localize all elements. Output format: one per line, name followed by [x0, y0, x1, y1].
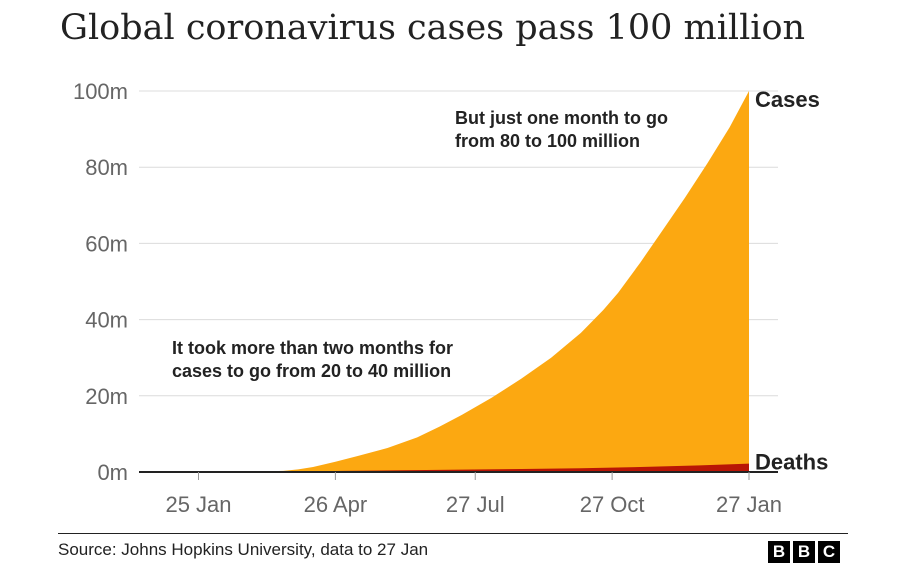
x-tick-label: 27 Jan: [716, 492, 782, 517]
bbc-logo-letter: B: [793, 541, 815, 563]
y-tick-label: 80m: [85, 155, 128, 180]
series-areas: [139, 91, 749, 472]
bbc-logo-letter: C: [818, 541, 840, 563]
y-tick-label: 40m: [85, 308, 128, 333]
y-tick-label: 0m: [97, 460, 128, 485]
area-deaths: [139, 463, 749, 472]
chart-title: Global coronavirus cases pass 100 millio…: [60, 8, 806, 48]
annotation-text: from 80 to 100 million: [455, 131, 640, 151]
y-tick-label: 20m: [85, 384, 128, 409]
x-tick-label: 27 Jul: [446, 492, 505, 517]
y-tick-label: 100m: [73, 79, 128, 104]
x-tick-label: 27 Oct: [580, 492, 645, 517]
bbc-logo: B B C: [768, 541, 840, 563]
series-label-cases: Cases: [755, 87, 820, 112]
chart-labels: Cases Deaths But just one month to go from …: [172, 87, 828, 475]
series-label-deaths: Deaths: [755, 450, 828, 475]
footer-divider: [58, 533, 848, 534]
annotation-text: cases to go from 20 to 40 million: [172, 361, 451, 381]
source-note: Source: Johns Hopkins University, data t…: [58, 540, 429, 559]
annotation-text: But just one month to go: [455, 108, 668, 128]
annotation-text: It took more than two months for: [172, 338, 453, 358]
axes: 0m 20m 40m 60m 80m 100m 25 Jan 26 Apr 27 Jul 27 O…: [73, 79, 782, 517]
bbc-logo-letter: B: [768, 541, 790, 563]
area-cases: [139, 91, 749, 472]
x-tick-label: 26 Apr: [304, 492, 368, 517]
x-tick-label: 25 Jan: [165, 492, 231, 517]
y-tick-label: 60m: [85, 231, 128, 256]
